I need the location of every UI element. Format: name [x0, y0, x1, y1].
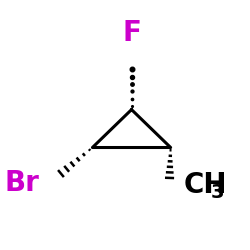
Text: 3: 3 — [211, 183, 224, 202]
Text: CH: CH — [184, 172, 227, 200]
Text: Br: Br — [4, 169, 39, 197]
Text: F: F — [122, 19, 141, 47]
